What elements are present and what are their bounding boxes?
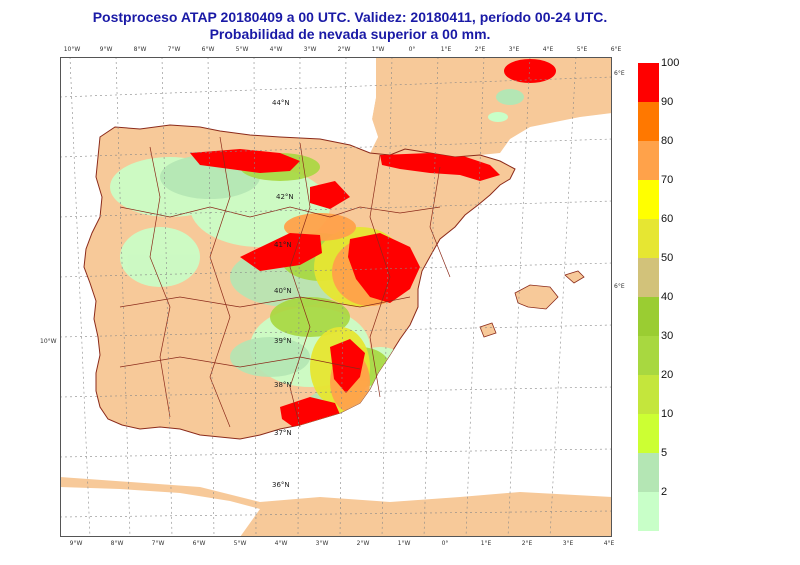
- map-title: Postproceso ATAP 20180409 a 00 UTC. Vali…: [92, 9, 608, 25]
- bottom-lon-tick: 8°W: [110, 540, 124, 547]
- bottom-lon-tick: 6°W: [192, 540, 206, 547]
- legend-swatch: [638, 258, 659, 297]
- legend-label: 90: [661, 96, 674, 108]
- lat-label-44n: 44°N: [272, 99, 290, 107]
- top-lon-tick: 1°E: [440, 46, 452, 53]
- top-lon-tick: 1°W: [371, 46, 385, 53]
- top-lon-tick: 9°W: [99, 46, 113, 53]
- top-lon-tick: 6°E: [610, 46, 622, 53]
- bottom-lon-tick: 9°W: [69, 540, 83, 547]
- lat-label-38n: 38°N: [274, 381, 292, 389]
- bottom-lon-tick: 7°W: [151, 540, 165, 547]
- top-lon-tick: 5°W: [235, 46, 249, 53]
- bottom-lon-tick: 5°W: [233, 540, 247, 547]
- lat-label-41n: 41°N: [274, 241, 292, 249]
- latitude-labels: 44°N 42°N 41°N 40°N 39°N 38°N 37°N 36°N: [272, 99, 294, 489]
- legend-swatch: [638, 336, 659, 375]
- lat-label-42n: 42°N: [276, 193, 294, 201]
- bottom-lon-tick: 4°W: [274, 540, 288, 547]
- legend-label: 100: [661, 57, 680, 69]
- top-lon-tick: 4°W: [269, 46, 283, 53]
- legend-label: 10: [661, 408, 674, 420]
- legend-swatch: [638, 375, 659, 414]
- legend-swatch: [638, 414, 659, 453]
- lat-label-37n: 37°N: [274, 429, 292, 437]
- legend-label: 30: [661, 330, 674, 342]
- top-lon-tick: 3°W: [303, 46, 317, 53]
- balearic-islands: [479, 270, 585, 338]
- map-svg: 44°N 42°N 41°N 40°N 39°N 38°N 37°N 36°N: [60, 57, 612, 537]
- top-lon-tick: 0°: [408, 46, 416, 53]
- legend-swatch: [638, 180, 659, 219]
- top-lon-tick: 5°E: [576, 46, 588, 53]
- top-lon-tick: 10°W: [63, 46, 81, 53]
- top-lon-tick: 2°E: [474, 46, 486, 53]
- bottom-lon-tick: 2°W: [356, 540, 370, 547]
- legend-label: 5: [661, 447, 668, 459]
- region-borders: [119, 136, 451, 428]
- map-panel[interactable]: 44°N 42°N 41°N 40°N 39°N 38°N 37°N 36°N: [60, 57, 612, 537]
- legend-label: 20: [661, 369, 674, 381]
- legend-swatch: [638, 141, 659, 180]
- legend-swatch: [638, 63, 659, 102]
- bottom-lon-tick: 2°E: [521, 540, 533, 547]
- lat-label-39n: 39°N: [274, 337, 292, 345]
- bottom-lon-tick: 3°W: [315, 540, 329, 547]
- top-lon-tick: 2°W: [337, 46, 351, 53]
- top-lon-tick: 8°W: [133, 46, 147, 53]
- bottom-lon-tick: 0°: [441, 540, 449, 547]
- left-longitude-tick: 10°W: [40, 338, 57, 345]
- bottom-lon-tick: 1°W: [397, 540, 411, 547]
- legend-swatch: [638, 297, 659, 336]
- map-subtitle: Probabilidad de nevada superior a 00 mm.: [209, 26, 491, 42]
- top-lon-tick: 7°W: [167, 46, 181, 53]
- legend-label: 2: [661, 486, 668, 498]
- bottom-lon-tick: 1°E: [480, 540, 492, 547]
- legend-label: 60: [661, 213, 674, 225]
- map-frame: [60, 57, 612, 537]
- right-longitude-tick-lower: 6°E: [614, 283, 625, 290]
- legend-label: 40: [661, 291, 674, 303]
- legend-swatch: [638, 219, 659, 258]
- surrounding-land: [60, 57, 612, 537]
- alps-snow: [488, 59, 556, 122]
- legend-swatch: [638, 453, 659, 492]
- right-longitude-tick-upper: 6°E: [614, 70, 625, 77]
- legend-label: 50: [661, 252, 674, 264]
- top-lon-tick: 3°E: [508, 46, 520, 53]
- legend-swatch: [638, 102, 659, 141]
- legend-label: 80: [661, 135, 674, 147]
- top-lon-tick: 6°W: [201, 46, 215, 53]
- probability-legend: [638, 63, 659, 531]
- graticule: [60, 57, 612, 537]
- top-lon-tick: 4°E: [542, 46, 554, 53]
- legend-label: 70: [661, 174, 674, 186]
- lat-label-40n: 40°N: [274, 287, 292, 295]
- bottom-lon-tick: 4°E: [603, 540, 615, 547]
- probability-field: [110, 149, 500, 439]
- legend-swatch: [638, 492, 659, 531]
- lat-label-36n: 36°N: [272, 481, 290, 489]
- bottom-lon-tick: 3°E: [562, 540, 574, 547]
